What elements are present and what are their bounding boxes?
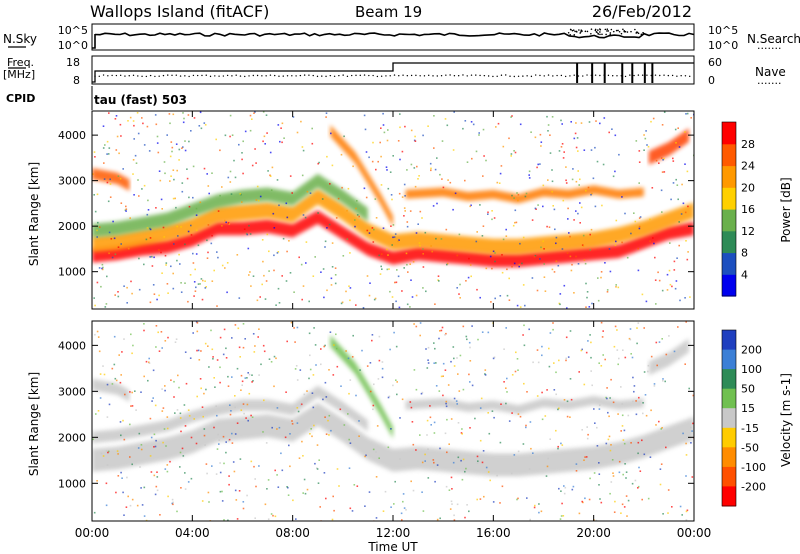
x-tick-label: 20:00 — [576, 526, 611, 540]
colorbar-swatch — [722, 447, 736, 468]
nave-label: Nave — [755, 65, 786, 79]
colorbar-swatch — [722, 252, 736, 275]
colorbar-swatch — [722, 330, 736, 351]
x-tick-label: 04:00 — [175, 526, 210, 540]
freq-tick-top: 18 — [66, 56, 80, 69]
colorbar-tick-label: 100 — [741, 363, 762, 376]
power-panel: 1000 2000 3000 4000 Slant Range [km] — [27, 110, 695, 310]
colorbar-swatch — [722, 466, 736, 487]
x-tick-label: 00:00 — [75, 526, 110, 540]
y-tick-label: 1000 — [58, 266, 86, 279]
y-tick-label: 4000 — [58, 129, 86, 142]
colorbar-swatch — [722, 388, 736, 409]
velocity-colorbar-label: Velocity [m s-1] — [779, 373, 793, 467]
nave-tick-top: 60 — [708, 56, 722, 69]
velocity-data — [92, 321, 694, 521]
colorbar-tick-label: -200 — [741, 480, 766, 493]
colorbar-swatch — [722, 165, 736, 188]
time-axis-title: Time UT — [367, 540, 418, 554]
nsearch-label: N.Search — [747, 32, 800, 46]
colorbar-swatch — [722, 349, 736, 370]
nsky-trace — [92, 28, 695, 49]
cpid-label: CPID — [6, 92, 35, 105]
colorbar-tick-label: 50 — [741, 383, 755, 396]
y-tick-label: 1000 — [58, 477, 86, 490]
freq-label-line2: [MHz] — [3, 68, 35, 81]
colorbar-swatch — [722, 230, 736, 254]
colorbar-tick-label: 4 — [741, 268, 748, 281]
colorbar-tick-label: 24 — [741, 160, 755, 173]
nsky-tick-bottom: 10^0 — [58, 39, 88, 52]
freq-tick-bottom: 8 — [73, 74, 80, 87]
colorbar-swatch — [722, 427, 736, 448]
freq-trace — [92, 62, 694, 83]
beam-label: Beam 19 — [355, 3, 422, 21]
y-tick-label: 2000 — [58, 220, 86, 233]
nsky-panel: N.Sky 10^5 10^0 10^5 10^0 N.Search .....… — [3, 23, 800, 52]
nave-tick-bottom: 0 — [708, 74, 715, 87]
site-title: Wallops Island (fitACF) — [90, 2, 269, 21]
nave-legend: ....... — [757, 74, 781, 87]
colorbar-swatch — [722, 369, 736, 390]
colorbar-swatch — [722, 486, 736, 507]
colorbar-tick-label: 200 — [741, 344, 762, 357]
power-colorbar: 4 8 12 16 20 24 28 — [721, 121, 755, 297]
x-tick-label: 00:00 — [677, 526, 712, 540]
colorbar-swatch — [722, 187, 736, 210]
nsearch-tick-top: 10^5 — [708, 24, 738, 37]
nsearch-tick-bottom: 10^0 — [708, 39, 738, 52]
colorbar-swatch — [722, 122, 736, 145]
velocity-panel: 1000 2000 3000 4000 Slant Range [km] — [27, 320, 695, 522]
colorbar-swatch — [722, 143, 736, 167]
x-tick-label: 12:00 — [376, 526, 411, 540]
power-data — [92, 111, 694, 309]
colorbar-swatch — [722, 408, 736, 429]
y-tick-label: 2000 — [58, 431, 86, 444]
y-tick-label: 4000 — [58, 339, 86, 352]
nsky-label: N.Sky — [3, 32, 37, 46]
y-tick-label: 3000 — [58, 385, 86, 398]
velocity-axis: 1000 2000 3000 4000 — [58, 321, 695, 521]
colorbar-swatch — [722, 274, 736, 297]
power-ylabel: Slant Range [km] — [27, 162, 41, 266]
colorbar-tick-label: -15 — [741, 422, 759, 435]
power-axis: 1000 2000 3000 4000 — [58, 111, 695, 309]
y-tick-label: 3000 — [58, 175, 86, 188]
colorbar-tick-label: 12 — [741, 225, 755, 238]
x-tick-label: 08:00 — [275, 526, 310, 540]
colorbar-tick-label: 28 — [741, 138, 755, 151]
nsky-tick-top: 10^5 — [58, 24, 88, 37]
colorbar-tick-label: 20 — [741, 181, 755, 194]
colorbar-tick-label: -50 — [741, 441, 759, 454]
freq-label-line1: Freq. — [7, 56, 34, 69]
colorbar-swatch — [722, 209, 736, 232]
time-axis: 00:00 04:00 08:00 12:00 16:00 20:00 00:00 — [75, 526, 712, 540]
colorbar-tick-label: 8 — [741, 247, 748, 260]
velocity-ylabel: Slant Range [km] — [27, 372, 41, 476]
colorbar-tick-label: 16 — [741, 203, 755, 216]
x-tick-label: 16:00 — [476, 526, 511, 540]
cpid-mode: tau (fast) 503 — [94, 93, 187, 107]
colorbar-tick-label: 15 — [741, 402, 755, 415]
date-label: 26/Feb/2012 — [592, 2, 692, 21]
nsearch-legend: ....... — [757, 39, 781, 52]
velocity-colorbar: 200 100 50 15 -15 -50 -100 -200 — [721, 329, 766, 507]
power-colorbar-label: Power [dB] — [779, 177, 793, 242]
colorbar-tick-label: -100 — [741, 461, 766, 474]
freq-panel: Freq. [MHz] 18 8 60 0 Nave ....... — [3, 55, 786, 87]
